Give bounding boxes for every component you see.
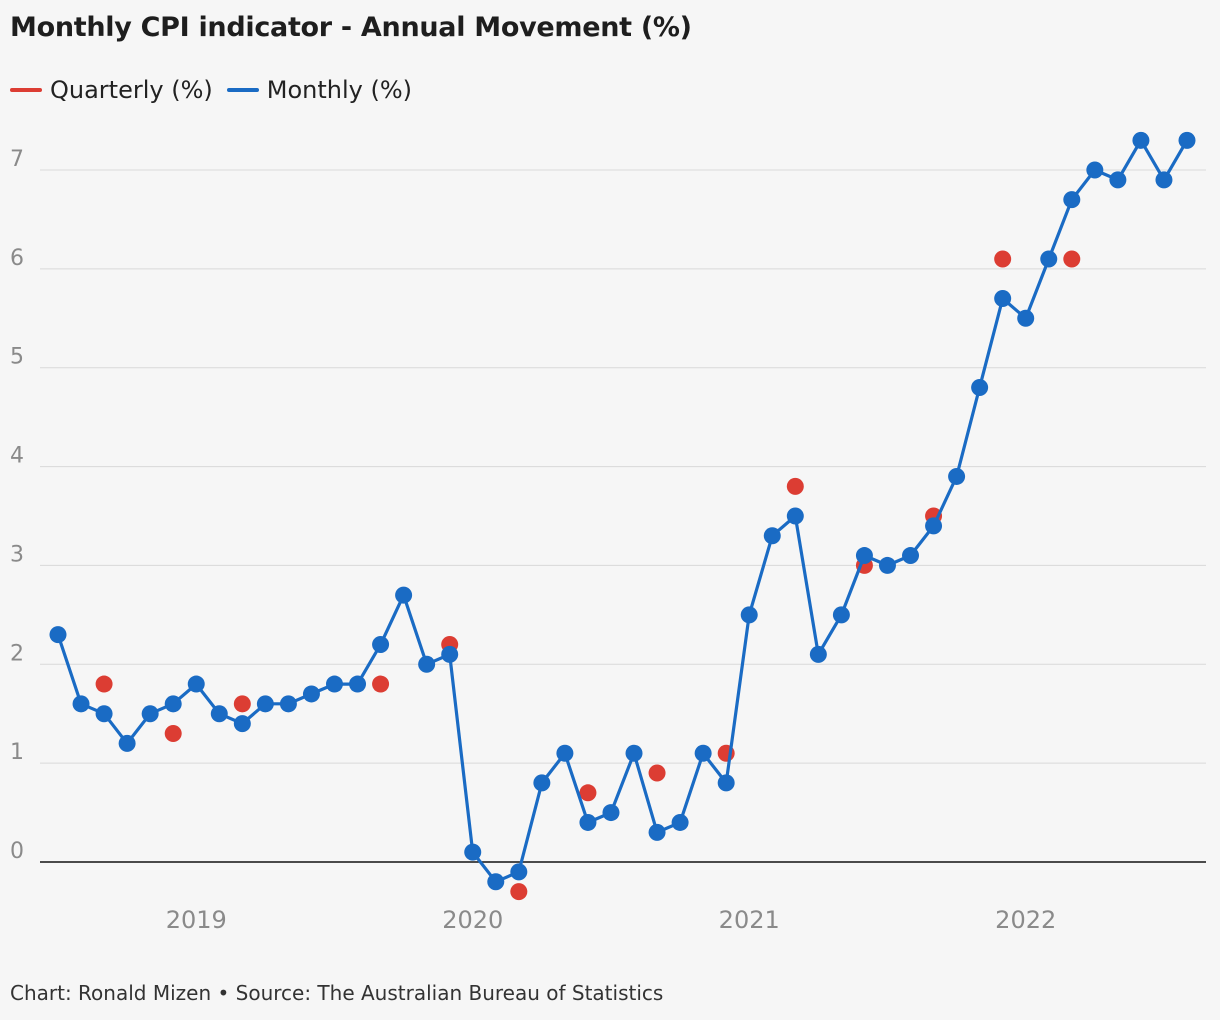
y-tick-label-2: 2: [10, 641, 24, 666]
monthly-point: [49, 626, 67, 644]
x-tick-label-2021: 2021: [719, 906, 780, 934]
monthly-point: [902, 547, 920, 565]
monthly-point: [671, 813, 689, 831]
quarterly-point: [786, 477, 804, 495]
monthly-point: [510, 863, 528, 881]
y-tick-label-5: 5: [10, 345, 24, 370]
monthly-point: [832, 606, 850, 624]
monthly-point: [1086, 161, 1104, 179]
monthly-point: [349, 675, 367, 693]
y-tick-label-6: 6: [10, 246, 24, 271]
monthly-point: [256, 695, 274, 713]
quarterly-point: [648, 764, 666, 782]
monthly-point: [786, 507, 804, 525]
monthly-point: [210, 705, 228, 723]
monthly-point: [1178, 131, 1196, 149]
quarterly-point: [95, 675, 113, 693]
legend-swatch-monthly: [226, 88, 259, 92]
monthly-point: [487, 873, 505, 891]
monthly-point: [717, 774, 735, 792]
monthly-point: [95, 705, 113, 723]
quarterly-point: [1063, 250, 1081, 268]
monthly-point: [948, 467, 966, 485]
legend-item-quarterly: Quarterly (%): [10, 76, 213, 104]
monthly-point: [1132, 131, 1150, 149]
monthly-point: [855, 547, 873, 565]
series-layer: [49, 131, 1196, 901]
legend-item-monthly: Monthly (%): [226, 76, 413, 104]
y-tick-label-4: 4: [10, 444, 24, 469]
x-tick-label-2020: 2020: [442, 906, 503, 934]
monthly-point: [694, 744, 712, 762]
monthly-point: [1017, 309, 1035, 327]
monthly-point: [325, 675, 343, 693]
monthly-point: [533, 774, 551, 792]
quarterly-point: [510, 883, 528, 901]
chart-legend: Quarterly (%) Monthly (%): [10, 76, 412, 104]
monthly-point: [279, 695, 297, 713]
monthly-point: [625, 744, 643, 762]
monthly-point: [878, 556, 896, 574]
monthly-point: [72, 695, 90, 713]
monthly-point: [302, 685, 320, 703]
y-tick-label-0: 0: [10, 839, 24, 864]
monthly-point: [418, 655, 436, 673]
x-axis-ticks: 2019 2020 2021 2022: [166, 906, 1057, 934]
monthly-series-line: [56, 138, 1189, 884]
x-tick-label-2019: 2019: [166, 906, 227, 934]
legend-label-quarterly: Quarterly (%): [50, 76, 213, 104]
gridlines: [40, 169, 1206, 863]
monthly-point: [164, 695, 182, 713]
line-chart: 0 1 2 3 4 5 6 7 2019 2020 2021 2022: [10, 131, 1206, 934]
y-tick-label-1: 1: [10, 740, 24, 765]
monthly-point: [1063, 191, 1081, 209]
monthly-point: [464, 843, 482, 861]
monthly-point: [187, 675, 205, 693]
quarterly-point: [579, 784, 597, 802]
monthly-point: [118, 734, 136, 752]
monthly-point: [809, 645, 827, 663]
monthly-point: [395, 586, 413, 604]
chart-title: Monthly CPI indicator - Annual Movement …: [10, 12, 692, 43]
monthly-point: [925, 517, 943, 535]
monthly-point: [740, 606, 758, 624]
quarterly-point: [233, 695, 251, 713]
monthly-point: [1155, 171, 1173, 189]
monthly-point: [141, 705, 159, 723]
monthly-point: [648, 823, 666, 841]
y-tick-label-3: 3: [10, 542, 24, 567]
monthly-point: [233, 715, 251, 733]
monthly-point: [556, 744, 574, 762]
monthly-point: [602, 804, 620, 822]
monthly-point: [994, 290, 1012, 308]
monthly-point: [1109, 171, 1127, 189]
quarterly-point: [164, 724, 182, 742]
x-tick-label-2022: 2022: [995, 906, 1056, 934]
chart-source-footer: Chart: Ronald Mizen • Source: The Austra…: [10, 981, 664, 1005]
monthly-point: [579, 813, 597, 831]
monthly-point: [763, 527, 781, 545]
monthly-point: [441, 645, 459, 663]
monthly-point: [1040, 250, 1058, 268]
y-axis-ticks: 0 1 2 3 4 5 6 7: [10, 147, 24, 864]
quarterly-point: [372, 675, 390, 693]
quarterly-point: [994, 250, 1012, 268]
monthly-point: [971, 378, 989, 396]
legend-swatch-quarterly: [10, 88, 42, 92]
monthly-point: [372, 636, 390, 654]
legend-label-monthly: Monthly (%): [266, 76, 413, 104]
y-tick-label-7: 7: [10, 147, 24, 172]
